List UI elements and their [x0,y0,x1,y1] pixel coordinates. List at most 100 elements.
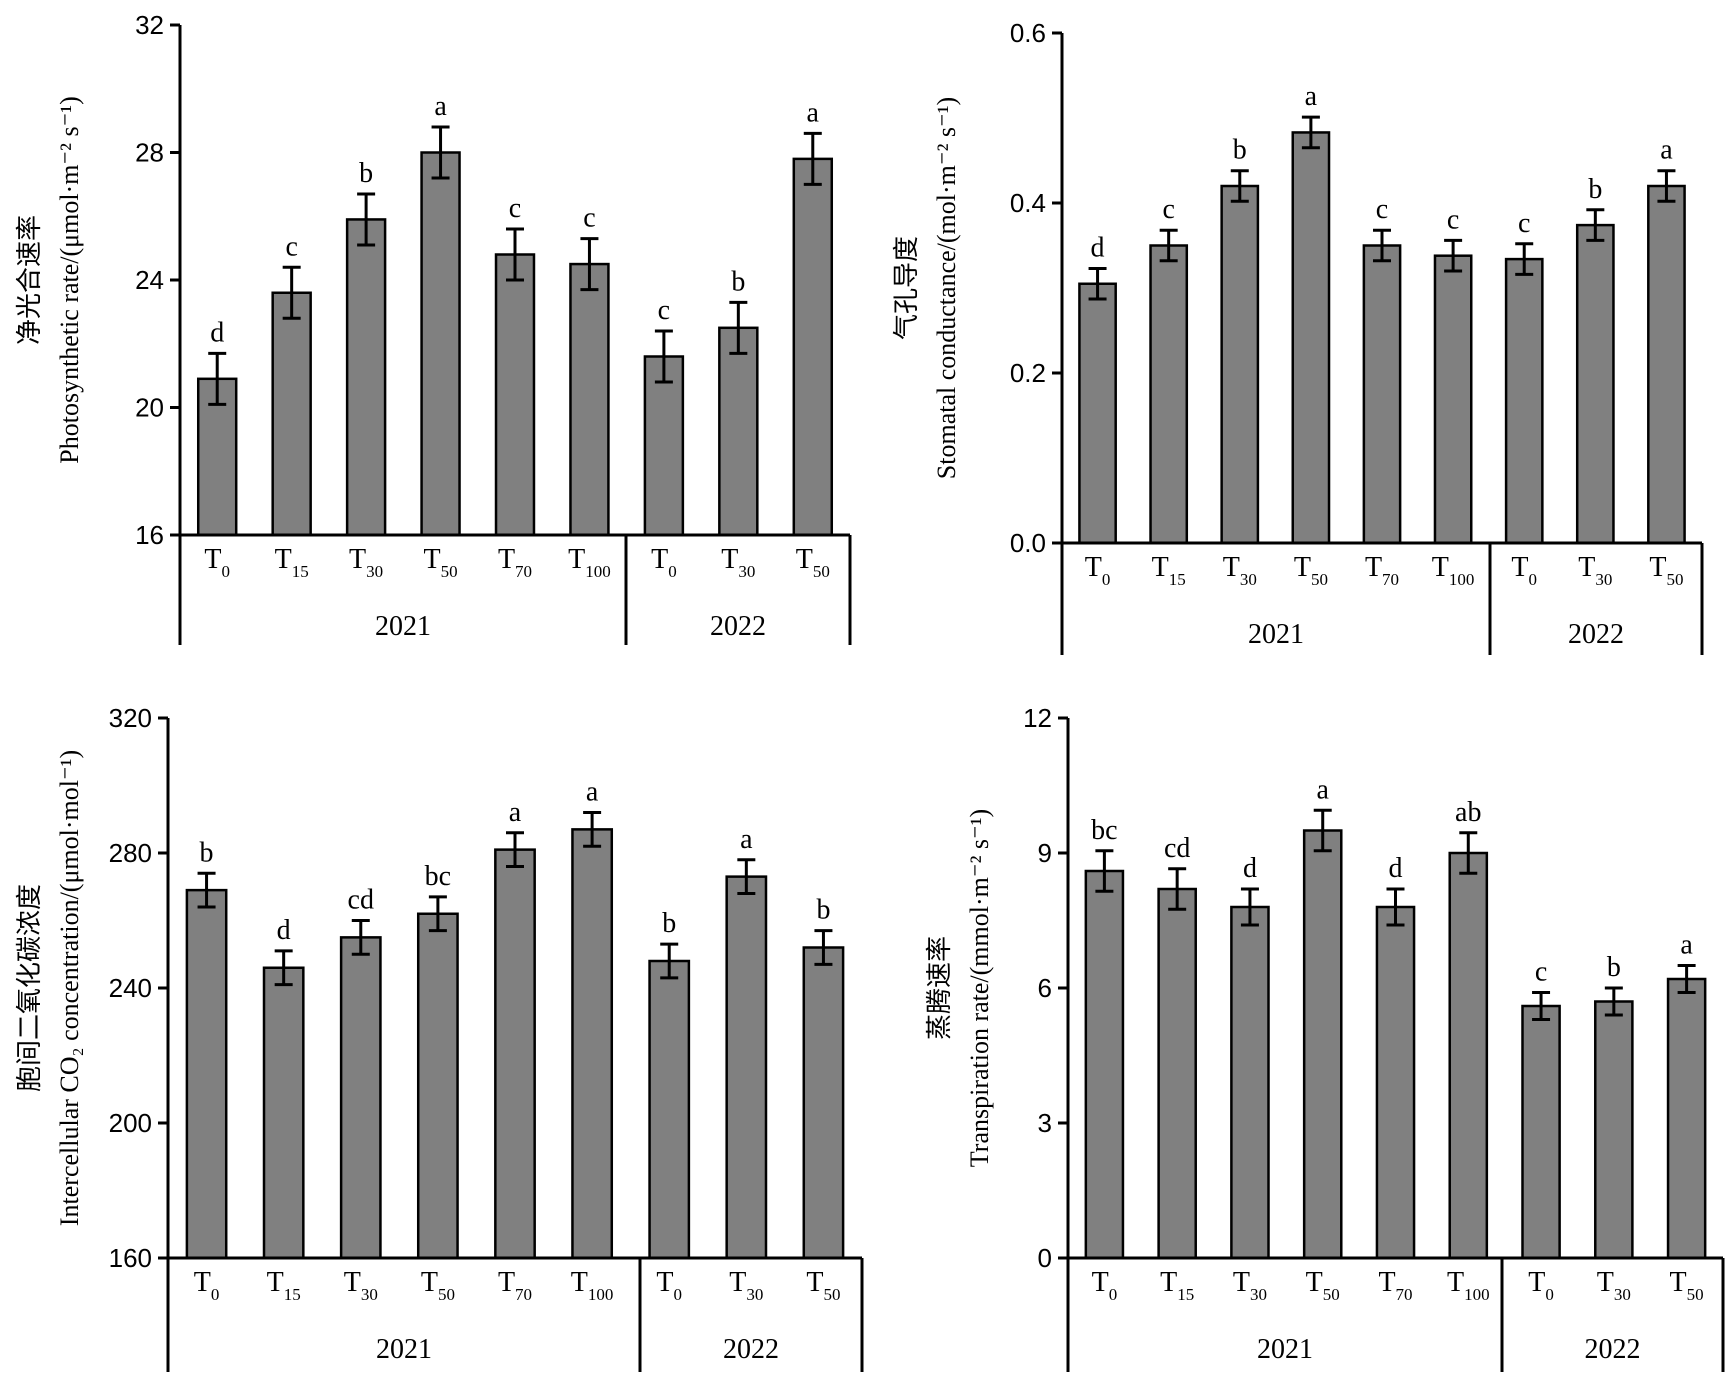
group-label-2021: 2021 [1248,619,1304,650]
category-label: T15 [267,1267,301,1304]
group-label-2022: 2022 [1568,619,1624,650]
category-label: T100 [571,1267,614,1304]
significance-label: a [740,824,753,855]
category-label: T50 [424,544,458,581]
bar-t100-2021 [571,828,614,1260]
bar-t50-2022 [792,157,834,537]
significance-label: b [200,837,214,868]
category-label: T0 [1085,552,1111,589]
category-label: T70 [498,544,532,581]
category-label: T30 [349,544,383,581]
y-tick-label: 0.0 [1010,528,1046,558]
y-tick-label: 12 [1023,703,1052,733]
chart-panel-1: dT0cT15bT30aT50cT70cT100cT0bT30aT5016202… [15,10,852,645]
significance-label: cd [348,885,374,916]
category-label: T30 [729,1267,763,1304]
bar-t30-2022 [718,326,759,537]
y-tick-label: 24 [135,265,164,295]
chart-panel-3: b T0 d T15 cd T30 bc T50 a T70 a T100 b T0 a T30 b T50 160… [15,703,864,1372]
significance-label: ab [1455,797,1481,828]
category-label: T0 [651,544,677,581]
significance-label: c [285,231,297,262]
significance-label: b [1588,174,1602,205]
significance-label: c [583,203,595,234]
category-label: T70 [498,1267,532,1304]
bar-t15-2021 [1157,887,1197,1260]
category-label: T30 [1223,552,1257,589]
y-tick-label: 0.6 [1010,18,1046,48]
bar-t15-2021 [262,966,305,1260]
y-tick-label: 160 [109,1243,152,1273]
significance-label: cd [1164,833,1190,864]
significance-label: a [509,797,522,828]
category-label: T50 [796,544,830,581]
bar-t50-2021 [1302,829,1343,1260]
category-label: T50 [1670,1267,1704,1304]
y-tick-label: 240 [109,973,152,1003]
significance-label: c [1376,194,1388,225]
y-axis-title-zh: 蒸腾速率 [925,936,954,1040]
category-label: T50 [806,1267,840,1304]
category-label: T100 [1432,552,1475,589]
chart-panel-2: d T0 c T15 b T30 a T50 c T70 c T100 c T0 b T30 a T50 0.0 0.… [892,18,1704,655]
bar-t100-2021 [569,262,610,537]
bar-t50-2022 [1647,184,1686,545]
category-label: T0 [656,1267,682,1304]
category-label: T15 [275,544,309,581]
significance-label: a [1680,930,1693,961]
bar-t70-2021 [1375,905,1416,1260]
category-label: T50 [1306,1267,1340,1304]
significance-label: a [1317,774,1330,805]
significance-label: d [1389,853,1403,884]
significance-label: c [509,193,521,224]
category-label: T30 [1233,1267,1267,1304]
category-label: T15 [1160,1267,1194,1304]
significance-label: a [586,777,599,808]
y-tick-label: 0.4 [1010,188,1046,218]
category-label: T50 [421,1267,455,1304]
bar-t70-2021 [494,848,536,1260]
significance-label: b [1233,135,1247,166]
significance-label: bc [425,861,451,892]
significance-label: b [731,266,745,297]
category-label: T50 [1649,552,1683,589]
significance-label: c [1518,208,1530,239]
bar-t0-2021 [185,888,228,1260]
bar-t30-2022 [1594,1000,1634,1260]
y-tick-label: 28 [135,138,164,168]
bar-t0-2022 [1521,1004,1561,1260]
bar-t70-2021 [1362,244,1402,545]
bar-t0-2021 [1084,869,1125,1260]
significance-label: b [359,158,373,189]
bar-t30-2022 [1575,223,1615,545]
bar-t15-2021 [271,291,312,537]
y-axis-title: Transpiration rate/(mmol·m⁻² s⁻¹) [965,809,994,1167]
group-label-2022: 2022 [1585,1334,1641,1365]
y-axis-title: Photosynthetic rate/(μmol·m⁻² s⁻¹) [55,96,84,463]
y-tick-label: 6 [1038,973,1052,1003]
y-tick-label: 0.2 [1010,358,1046,388]
category-label: T70 [1378,1267,1412,1304]
y-tick-label: 0 [1038,1243,1052,1273]
significance-label: d [210,317,224,348]
y-axis-title-zh: 气孔导度 [892,236,921,340]
significance-label: c [1162,194,1174,225]
chart-panel-4: bc T0 cd T15 d T30 a T50 d T70 ab T100 c T0 b T30 a T50 0 3… [925,703,1725,1372]
category-label: T0 [1092,1267,1118,1304]
y-tick-label: 3 [1038,1108,1052,1138]
significance-label: b [662,908,676,939]
bar-t50-2022 [1666,977,1707,1260]
category-label: T100 [1447,1267,1490,1304]
bar-t30-2021 [1220,184,1260,545]
category-label: T100 [568,544,611,581]
group-label-2022: 2022 [723,1334,779,1365]
bar-t30-2021 [1230,905,1270,1260]
category-label: T0 [1528,1267,1554,1304]
bar-t50-2021 [1291,131,1331,545]
bar-t100-2021 [1448,851,1489,1260]
group-label-2021: 2021 [376,1334,432,1365]
bar-t0-2021 [1078,282,1117,545]
category-label: T15 [1152,552,1186,589]
significance-label: d [277,915,291,946]
